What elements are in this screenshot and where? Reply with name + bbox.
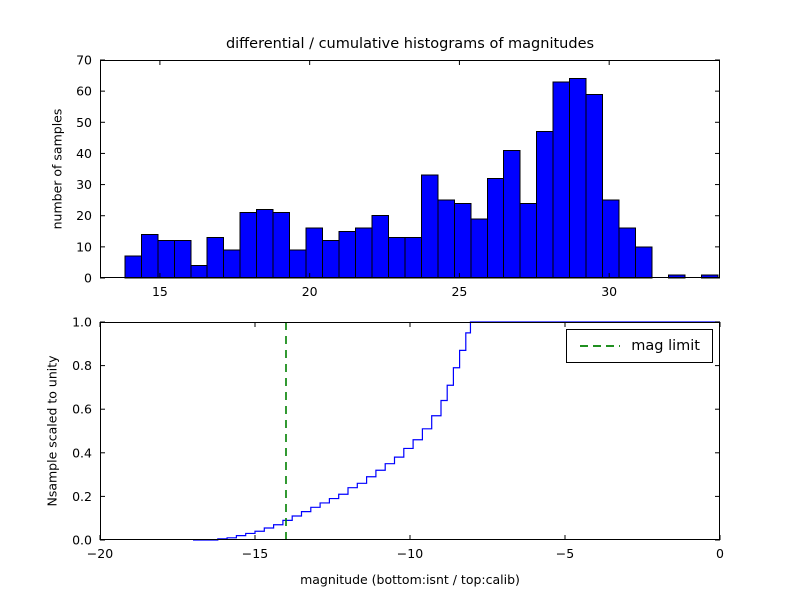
histogram-bar bbox=[140, 233, 159, 279]
histogram-bar bbox=[206, 237, 225, 279]
x-tick-label: 30 bbox=[601, 284, 617, 299]
y-tick-label: 70 bbox=[76, 53, 92, 68]
y-tick-label: 50 bbox=[76, 115, 92, 130]
y-tick-label: 0.4 bbox=[72, 445, 92, 460]
x-tick-label: 15 bbox=[152, 284, 168, 299]
histogram-bar bbox=[536, 131, 554, 279]
y-tick-label: 60 bbox=[76, 84, 92, 99]
histogram-bar bbox=[289, 249, 307, 279]
top-ylabel: number of samples bbox=[49, 108, 65, 230]
histogram-bar bbox=[173, 240, 192, 279]
histogram-bar bbox=[420, 174, 439, 279]
histogram-bar bbox=[256, 208, 274, 279]
histogram-bar bbox=[124, 255, 142, 279]
histogram-bar bbox=[635, 246, 653, 279]
x-tick-label: 20 bbox=[302, 284, 318, 299]
histogram-bar bbox=[404, 237, 422, 279]
histogram-bar bbox=[223, 249, 241, 279]
y-tick-label: 20 bbox=[76, 208, 92, 223]
x-tick-label: −20 bbox=[87, 546, 113, 561]
histogram-bar bbox=[387, 237, 406, 279]
histogram-bar bbox=[585, 93, 604, 279]
y-tick-label: 0.8 bbox=[72, 358, 92, 373]
x-tick-label: 25 bbox=[451, 284, 467, 299]
histogram-bar bbox=[338, 230, 356, 279]
y-tick-label: 0.2 bbox=[72, 489, 92, 504]
y-tick-label: 40 bbox=[76, 146, 92, 161]
histogram-bar bbox=[437, 199, 455, 279]
histogram-bar bbox=[503, 149, 521, 279]
x-tick-label: −5 bbox=[556, 546, 574, 561]
mag-limit-legend-line-icon bbox=[580, 345, 621, 347]
histogram-bar bbox=[470, 218, 488, 279]
y-tick-label: 1.0 bbox=[72, 315, 92, 330]
histogram-bar bbox=[190, 265, 208, 279]
histogram-bar bbox=[602, 199, 620, 279]
x-tick-label: −15 bbox=[242, 546, 268, 561]
legend-label: mag limit bbox=[631, 338, 700, 354]
histogram-bar bbox=[354, 227, 373, 279]
y-tick-label: 10 bbox=[76, 239, 92, 254]
histogram-bar bbox=[272, 212, 291, 279]
y-tick-label: 0.6 bbox=[72, 402, 92, 417]
y-tick-label: 0 bbox=[84, 271, 92, 286]
histogram-bar bbox=[453, 202, 472, 279]
x-tick-label: −10 bbox=[397, 546, 423, 561]
histogram-bar bbox=[519, 202, 538, 279]
differential-histogram-plot: 15 20 25 30 0 10 20 30 40 50 60 70 bbox=[76, 53, 720, 299]
bottom-ylabel: Nsample scaled to unity bbox=[44, 355, 60, 507]
histogram-bar bbox=[239, 212, 258, 279]
histogram-bar bbox=[305, 227, 324, 279]
bottom-xlabel: magnitude (bottom:isnt / top:calib) bbox=[300, 572, 520, 587]
chart-title: differential / cumulative histograms of … bbox=[225, 36, 595, 52]
histogram-bar bbox=[569, 78, 587, 279]
histogram-bar bbox=[322, 240, 340, 279]
legend: mag limit bbox=[566, 329, 713, 363]
x-tick-label: 0 bbox=[716, 546, 724, 561]
cumulative-step-line bbox=[193, 321, 720, 541]
histogram-bar bbox=[371, 215, 389, 279]
histogram-bar bbox=[486, 177, 505, 279]
histogram-bar bbox=[552, 81, 571, 279]
histogram-bar bbox=[618, 227, 637, 279]
y-tick-label: 30 bbox=[76, 177, 92, 192]
histogram-bar bbox=[157, 240, 175, 279]
axes-frame bbox=[100, 322, 720, 540]
cumulative-histogram-plot: −20 −15 −10 −5 0 0.0 0.2 0.4 0.6 0.8 1.0 bbox=[72, 315, 724, 562]
y-tick-label: 0.0 bbox=[72, 533, 92, 548]
axes-frame bbox=[100, 60, 720, 278]
